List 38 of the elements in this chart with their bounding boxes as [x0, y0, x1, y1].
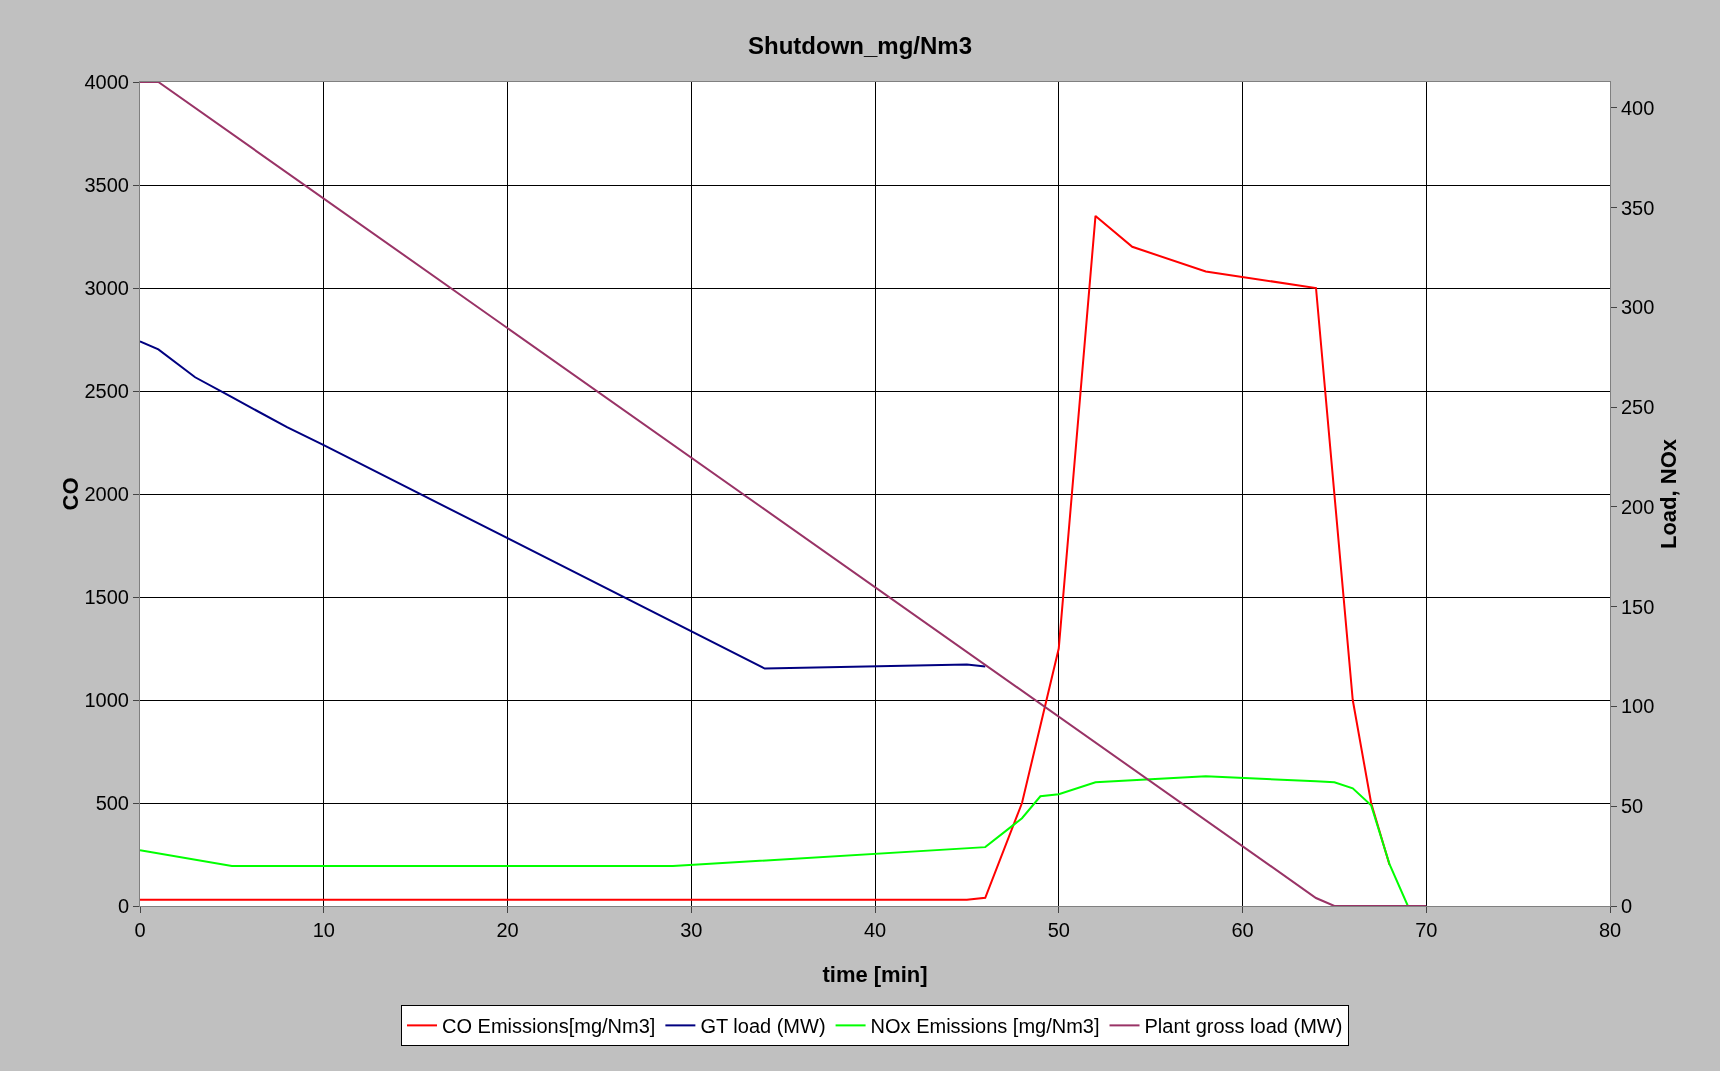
y-tick-label: 0: [117, 895, 129, 917]
line-series: [140, 340, 987, 670]
y2-tick-label: 350: [1621, 196, 1655, 219]
y-tick-label: 4000: [84, 71, 129, 93]
y-tick-label: 1000: [84, 689, 129, 711]
x-axis-title: time [min]: [822, 962, 928, 987]
x-tick-label: 0: [134, 919, 146, 941]
y2-tick-label: 250: [1621, 396, 1655, 419]
x-tick-label: 70: [1415, 919, 1438, 941]
y-tick-label: 3000: [84, 277, 129, 299]
x-tick-label: 50: [1047, 919, 1070, 941]
y2-tick-label: 50: [1621, 795, 1644, 818]
y2-tick-label: 100: [1621, 695, 1655, 718]
y2-axis-title: Load, NOx: [1656, 438, 1682, 550]
line-series: [140, 775, 1409, 906]
y-tick-label: 500: [95, 792, 129, 814]
x-tick-label: 20: [496, 919, 519, 941]
x-tick-label: 80: [1598, 919, 1622, 941]
legend-label: CO Emissions[mg/Nm3]: [442, 1015, 656, 1038]
x-tick-label: 60: [1231, 919, 1254, 941]
y2-tick-label: 300: [1621, 296, 1655, 319]
x-tick-label: 40: [863, 919, 887, 941]
y-tick-label: 2500: [84, 380, 129, 402]
y2-tick-label: 400: [1621, 96, 1655, 119]
y2-tick-label: 150: [1621, 595, 1655, 618]
legend-label: NOx Emissions [mg/Nm3]: [870, 1015, 1100, 1038]
legend-label: Plant gross load (MW): [1144, 1015, 1343, 1038]
y-tick-label: 2000: [84, 483, 129, 505]
x-tick-label: 10: [312, 919, 335, 941]
y-axis-title: CO: [57, 477, 83, 511]
chart-title: Shutdown_mg/Nm3: [747, 32, 973, 60]
line-series: [140, 214, 1391, 901]
x-tick-label: 30: [680, 919, 703, 941]
y-tick-label: 3500: [84, 174, 129, 196]
y2-tick-label: 200: [1621, 495, 1655, 518]
legend-label: GT load (MW): [700, 1015, 826, 1038]
y-tick-label: 1500: [84, 586, 129, 608]
y2-tick-label: 0: [1621, 895, 1633, 917]
